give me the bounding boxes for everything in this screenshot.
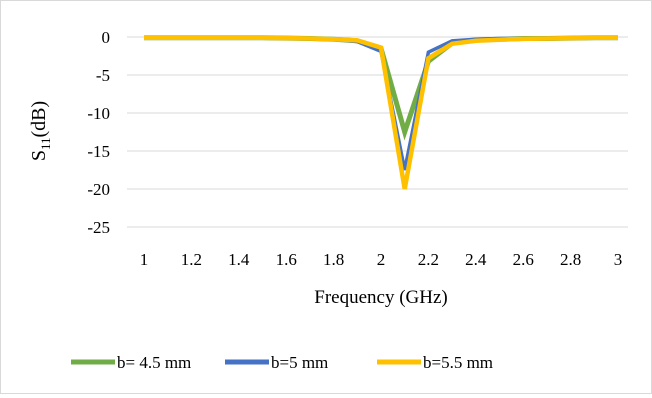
series-lines bbox=[144, 35, 618, 190]
x-axis-label: Frequency (GHz) bbox=[314, 287, 447, 308]
y-tick-label: -15 bbox=[87, 142, 110, 161]
y-tick-label: -25 bbox=[87, 218, 110, 237]
y-tick-labels: 0 -5 -10 -15 -20 -25 bbox=[87, 28, 110, 237]
legend-label: b= 4.5 mm bbox=[117, 353, 191, 372]
x-tick-label: 1.8 bbox=[323, 250, 344, 269]
x-tick-label: 2.8 bbox=[560, 250, 581, 269]
x-tick-label: 1 bbox=[140, 250, 149, 269]
x-tick-label: 2 bbox=[377, 250, 386, 269]
y-tick-label: 0 bbox=[102, 28, 111, 47]
legend: b= 4.5 mm b=5 mm b=5.5 mm bbox=[71, 353, 493, 372]
x-tick-labels: 1 1.2 1.4 1.6 1.8 2 2.2 2.4 2.6 2.8 3 bbox=[140, 250, 623, 269]
x-tick-label: 1.2 bbox=[181, 250, 202, 269]
gridlines bbox=[127, 36, 628, 228]
y-tick-label: -20 bbox=[87, 180, 110, 199]
y-axis-label: S11(dB) bbox=[28, 101, 53, 161]
x-tick-label: 1.4 bbox=[228, 250, 250, 269]
y-axis-label-subscript: 11 bbox=[38, 138, 53, 151]
legend-label: b=5 mm bbox=[271, 353, 328, 372]
series-line-3 bbox=[144, 35, 618, 190]
y-tick-label: -5 bbox=[96, 66, 110, 85]
x-tick-label: 1.6 bbox=[276, 250, 297, 269]
x-tick-label: 2.2 bbox=[418, 250, 439, 269]
legend-label: b=5.5 mm bbox=[423, 353, 493, 372]
y-tick-label: -10 bbox=[87, 104, 110, 123]
x-tick-label: 2.4 bbox=[465, 250, 487, 269]
x-tick-label: 2.6 bbox=[513, 250, 534, 269]
y-axis-label-main: S bbox=[28, 150, 50, 161]
y-axis-label-unit: (dB) bbox=[28, 101, 50, 138]
x-tick-label: 3 bbox=[614, 250, 623, 269]
